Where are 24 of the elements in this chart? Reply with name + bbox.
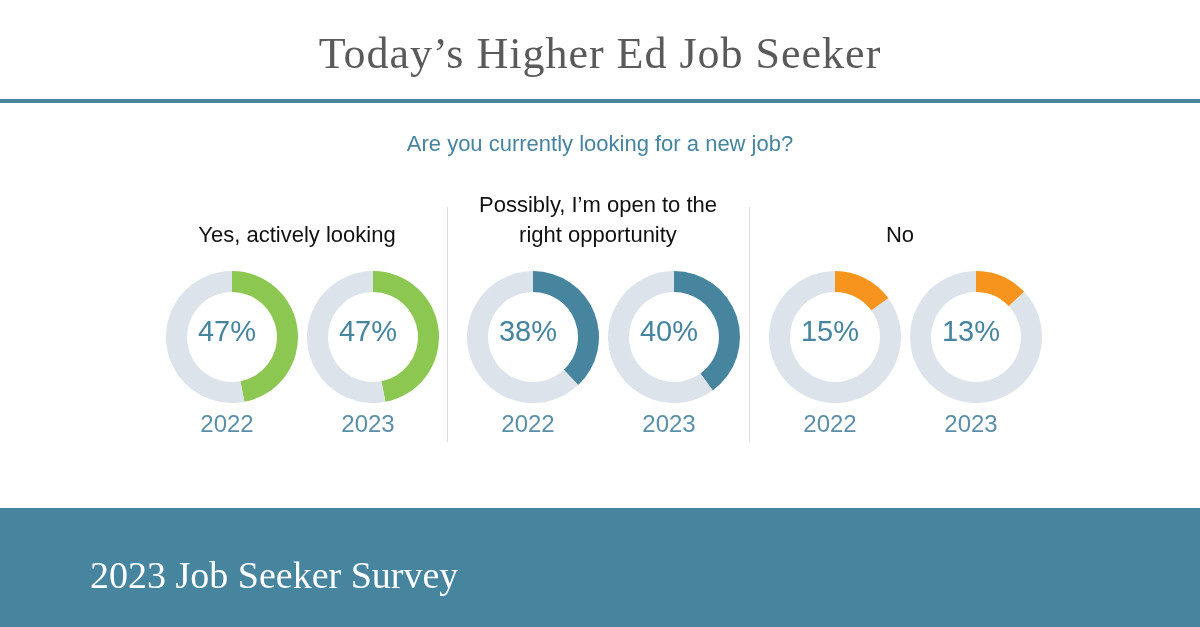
text: Today’s Higher Ed Job Seeker — [317, 28, 883, 79]
chart-title: Yes, actively looking — [197, 221, 397, 249]
text: 2022 — [802, 410, 858, 438]
text: 2023 — [340, 410, 396, 438]
text: 40% — [638, 315, 699, 348]
text: 2022 — [199, 410, 255, 438]
text: 2023 — [943, 410, 999, 438]
text: 15% — [799, 315, 860, 348]
chart-title: Possibly, I’m open to the right opportunity — [477, 191, 718, 249]
donut-slice — [835, 271, 889, 311]
text: 47% — [196, 315, 257, 348]
donut-slice — [467, 271, 579, 403]
text: 2022 — [500, 410, 556, 438]
text: 13% — [940, 315, 1001, 348]
text: 38% — [497, 315, 558, 348]
donut-slice — [769, 271, 901, 403]
donut-slice — [910, 271, 1042, 403]
text: 47% — [337, 315, 398, 348]
donut-slice — [976, 271, 1025, 307]
text: 2023 — [641, 410, 697, 438]
donut-slice — [608, 271, 713, 403]
chart-title: No — [884, 221, 916, 249]
text: Are you currently looking for a new job? — [405, 131, 795, 157]
text: 2023 Job Seeker Survey — [90, 553, 459, 597]
